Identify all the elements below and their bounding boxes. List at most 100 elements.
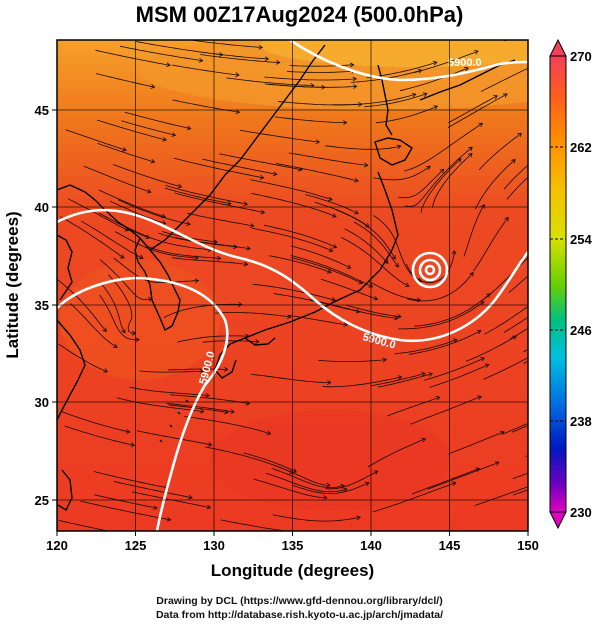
streamline-arrowhead bbox=[352, 76, 357, 82]
streamline-arrowhead bbox=[575, 25, 579, 29]
streamline bbox=[291, 257, 363, 284]
streamline-arrowhead bbox=[177, 183, 183, 189]
streamline bbox=[288, 152, 368, 166]
streamline bbox=[272, 514, 361, 522]
streamline-arrowhead bbox=[422, 92, 428, 97]
streamline bbox=[325, 145, 401, 150]
streamline bbox=[99, 259, 152, 301]
streamline-arrowhead bbox=[468, 152, 473, 158]
streamline bbox=[190, 40, 263, 48]
streamline bbox=[166, 402, 235, 413]
streamline-arrowhead bbox=[342, 487, 348, 493]
streamline bbox=[448, 95, 498, 124]
colorbar-tick-label: 262 bbox=[570, 140, 592, 155]
streamline bbox=[503, 164, 528, 190]
streamline bbox=[287, 314, 348, 326]
streamline-arrowhead bbox=[433, 105, 439, 110]
streamline bbox=[145, 245, 221, 259]
streamline-arrowhead bbox=[292, 468, 298, 473]
streamline-arrowhead bbox=[258, 44, 264, 50]
streamline-arrowhead bbox=[145, 234, 150, 239]
streamline bbox=[370, 373, 426, 387]
streamline-arrowhead bbox=[428, 372, 434, 377]
streamline bbox=[404, 122, 483, 172]
streamline bbox=[413, 50, 479, 74]
streamline bbox=[186, 212, 254, 227]
lat-lon-grid bbox=[57, 40, 528, 531]
streamline bbox=[95, 73, 155, 88]
map-field: 5900.0 5900.0 5900.0 bbox=[57, 25, 599, 531]
streamline-arrowhead bbox=[326, 482, 331, 488]
streamline bbox=[325, 470, 378, 490]
streamline bbox=[368, 280, 421, 301]
y-tick-label: 45 bbox=[35, 103, 49, 118]
streamline bbox=[305, 194, 359, 214]
streamline bbox=[96, 119, 167, 141]
streamline-arrowhead bbox=[199, 408, 205, 414]
streamline-arrowhead bbox=[235, 72, 240, 78]
streamline-arrowhead bbox=[161, 220, 167, 225]
streamline-arrowhead bbox=[452, 338, 458, 343]
streamline-arrowhead bbox=[323, 495, 328, 501]
streamline bbox=[252, 283, 336, 301]
streamline bbox=[504, 40, 508, 42]
streamline bbox=[265, 472, 348, 493]
streamline-arrowhead bbox=[138, 254, 144, 260]
streamline bbox=[353, 221, 399, 268]
streamline bbox=[432, 153, 473, 208]
streamline-arrowhead bbox=[130, 442, 135, 447]
streamline-arrowhead bbox=[328, 196, 333, 201]
streamline bbox=[271, 467, 345, 488]
streamline bbox=[202, 158, 277, 175]
streamline bbox=[115, 231, 199, 259]
streamline-arrowhead bbox=[535, 482, 539, 486]
streamline-arrowhead bbox=[186, 221, 191, 226]
streamline-arrowhead bbox=[474, 50, 479, 55]
streamline bbox=[398, 301, 485, 330]
streamline-arrowhead bbox=[230, 409, 235, 414]
streamline-arrowhead bbox=[480, 357, 485, 362]
streamline bbox=[97, 143, 155, 163]
streamline-arrowhead bbox=[404, 282, 410, 287]
streamline bbox=[398, 168, 445, 199]
streamline bbox=[411, 468, 480, 495]
streamline-arrowhead bbox=[289, 469, 294, 474]
streamline-arrowhead bbox=[479, 301, 485, 306]
streamline bbox=[275, 163, 359, 182]
streamline-arrowhead bbox=[259, 174, 265, 180]
streamline-arrowhead bbox=[595, 307, 599, 311]
streamline bbox=[93, 471, 169, 489]
coastlines bbox=[57, 44, 516, 512]
streamline-arrowhead bbox=[218, 52, 224, 57]
streamline-arrowhead bbox=[343, 322, 348, 327]
streamline-arrowhead bbox=[537, 297, 541, 301]
x-tick-label: 150 bbox=[517, 538, 539, 553]
streamline bbox=[113, 481, 193, 499]
streamline bbox=[289, 64, 354, 67]
streamline-arrowhead bbox=[354, 177, 359, 183]
streamline bbox=[215, 312, 291, 318]
streamline-arrowhead bbox=[198, 57, 204, 63]
streamline-arrowhead bbox=[122, 147, 127, 152]
streamline-arrowhead bbox=[592, 464, 596, 468]
streamline-arrowhead bbox=[511, 159, 516, 164]
streamline bbox=[502, 423, 528, 435]
streamline-arrowhead bbox=[119, 254, 125, 259]
streamline-arrowhead bbox=[475, 467, 481, 472]
streamline-arrowhead bbox=[103, 368, 109, 373]
streamline-arrowhead bbox=[226, 200, 232, 206]
streamline-arrowhead bbox=[373, 470, 379, 475]
colorbar-bottom-arrow bbox=[549, 511, 567, 530]
streamline bbox=[373, 215, 422, 283]
streamline bbox=[118, 199, 191, 225]
streamline-arrowhead bbox=[476, 330, 482, 335]
streamline-arrowhead bbox=[394, 262, 399, 268]
streamline bbox=[478, 132, 522, 171]
contour-label-north: 5900.0 bbox=[448, 57, 482, 69]
streamline bbox=[220, 519, 289, 531]
streamline-arrowhead bbox=[135, 337, 140, 343]
streamline bbox=[100, 282, 126, 333]
streamline-arrowhead bbox=[249, 223, 255, 228]
colorbar-tick-label: 238 bbox=[570, 414, 592, 429]
